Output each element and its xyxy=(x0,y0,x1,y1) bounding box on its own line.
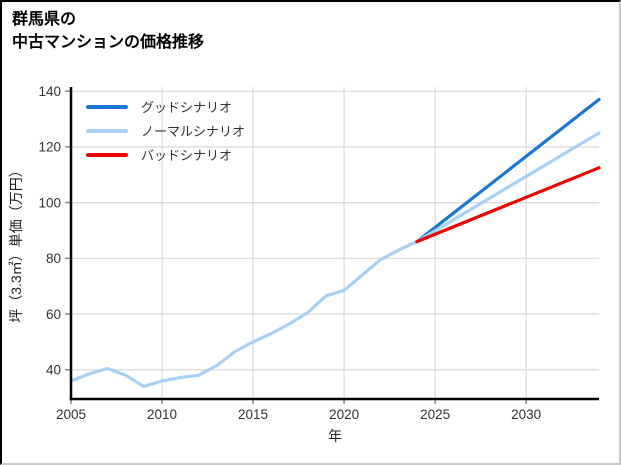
y-tick-label: 100 xyxy=(38,195,61,210)
y-tick-label: 60 xyxy=(46,307,61,322)
y-tick-label: 140 xyxy=(38,84,61,99)
legend-item-good-scenario: グッドシナリオ xyxy=(86,97,245,116)
chart-title-line1: 群馬県の xyxy=(12,11,77,28)
legend-item-normal-scenario: ノーマルシナリオ xyxy=(86,121,245,140)
chart-legend: グッドシナリオ ノーマルシナリオ バッドシナリオ xyxy=(86,97,245,164)
chart-title-line2: 中古マンションの価格推移 xyxy=(12,34,205,52)
x-tick-label: 2025 xyxy=(420,407,450,422)
x-tick-label: 2030 xyxy=(511,407,541,422)
series-line-2 xyxy=(415,166,601,244)
x-tick-label: 2010 xyxy=(147,407,177,422)
x-tick-label: 2015 xyxy=(238,407,268,422)
y-tick-label: 80 xyxy=(46,251,61,266)
y-tick-label: 40 xyxy=(46,363,61,378)
legend-swatch-good-scenario xyxy=(86,104,128,109)
legend-swatch-normal-scenario xyxy=(86,128,128,133)
y-axis-label: 坪（3.3㎡）単価（万円） xyxy=(8,163,24,323)
y-tick-label: 120 xyxy=(38,140,61,155)
legend-label-normal-scenario: ノーマルシナリオ xyxy=(141,124,246,139)
series-line-0 xyxy=(415,97,601,244)
legend-label-good-scenario: グッドシナリオ xyxy=(141,100,233,115)
legend-item-bad-scenario: バッドシナリオ xyxy=(86,145,245,164)
series-line-1 xyxy=(69,131,601,389)
chart-title: 群馬県の 中古マンションの価格推移 xyxy=(12,8,204,54)
x-tick-label: 2020 xyxy=(329,407,359,422)
legend-label-bad-scenario: バッドシナリオ xyxy=(141,148,233,163)
x-axis-label: 年 xyxy=(328,428,342,444)
x-tick-label: 2005 xyxy=(56,407,86,422)
legend-swatch-bad-scenario xyxy=(86,152,128,157)
